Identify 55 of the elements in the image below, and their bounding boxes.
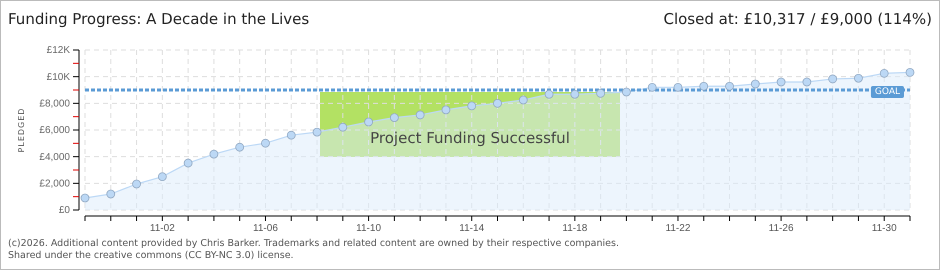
point xyxy=(544,90,554,99)
point xyxy=(674,82,682,92)
x-tick-label: 11-10 xyxy=(356,223,382,234)
chart-title: Funding Progress: A Decade in the Lives xyxy=(8,10,310,28)
point xyxy=(286,130,296,140)
point xyxy=(648,82,657,92)
x-tick-label: 11-22 xyxy=(666,223,691,234)
chart-subtitle: Closed at: £10,317 / £9,000 (114%) xyxy=(663,10,932,28)
y-tick-label: £8,000 xyxy=(39,98,70,110)
point xyxy=(210,150,218,159)
y-tick-label: £6,000 xyxy=(39,125,70,136)
point xyxy=(622,88,631,96)
point xyxy=(828,74,838,84)
text: (c)2026. Additional content provided by Chris Barker. Trademarks and related content are owned by their respective companies. xyxy=(8,238,619,249)
y-tick-label: £0 xyxy=(58,205,70,216)
y-tick-label: £4,000 xyxy=(39,152,70,163)
point xyxy=(235,142,244,152)
point xyxy=(518,96,528,104)
point xyxy=(493,98,502,108)
point xyxy=(570,90,580,99)
x-tick-label: 11-06 xyxy=(253,223,278,234)
point xyxy=(854,74,863,83)
point xyxy=(132,180,141,188)
point xyxy=(699,82,708,91)
annotation: Project Funding Successful xyxy=(370,129,570,147)
point xyxy=(596,88,606,98)
point xyxy=(312,128,322,137)
text: Shared under the creative commons (CC BY-NC 3.0) license. xyxy=(8,250,294,261)
point xyxy=(906,68,914,77)
point xyxy=(802,78,812,86)
point xyxy=(158,172,167,182)
point xyxy=(184,158,193,168)
x-tick-label: 11-30 xyxy=(872,223,898,234)
point xyxy=(338,122,348,132)
point xyxy=(80,194,90,202)
point xyxy=(750,80,760,88)
y-tick-label: £10K xyxy=(46,72,70,83)
point xyxy=(416,110,425,120)
point xyxy=(725,82,734,91)
y-tick-label: £2,000 xyxy=(39,178,70,190)
point xyxy=(261,138,270,148)
x-tick-label: 11-02 xyxy=(150,223,176,234)
point xyxy=(364,118,373,126)
ref-line-label: GOAL xyxy=(874,87,900,97)
point xyxy=(442,105,450,114)
point xyxy=(390,113,399,122)
x-tick-label: 11-18 xyxy=(562,223,588,234)
y-tick-label: £12K xyxy=(46,45,70,56)
y-axis-title: PLEDGED xyxy=(17,108,26,152)
point xyxy=(467,101,476,110)
point xyxy=(880,68,889,78)
x-tick-label: 11-14 xyxy=(459,223,485,234)
point xyxy=(776,78,786,86)
point xyxy=(106,190,116,198)
x-tick-label: 11-26 xyxy=(768,223,794,234)
